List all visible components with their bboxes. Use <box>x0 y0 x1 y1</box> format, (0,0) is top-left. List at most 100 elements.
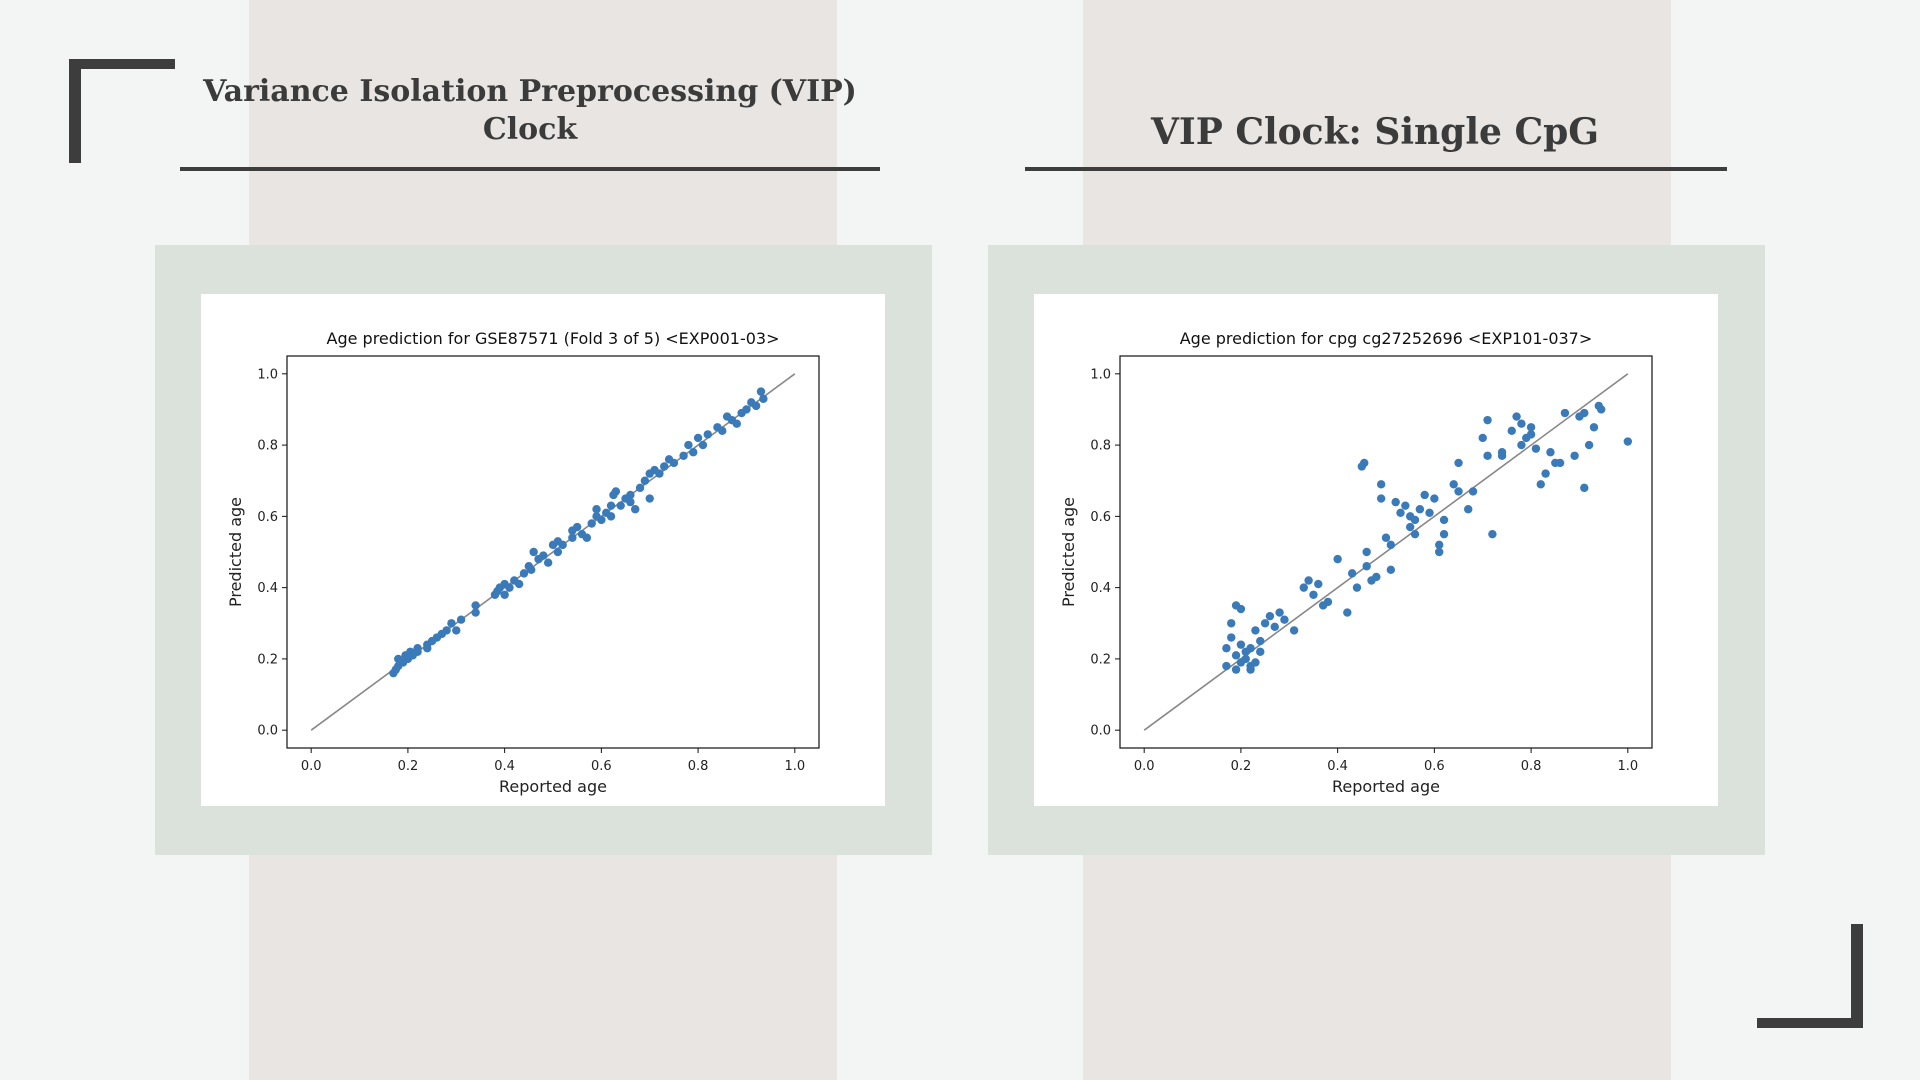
right-chart-card: Age prediction for cpg cg27252696 <EXP10… <box>1034 294 1718 806</box>
scatter-point <box>742 405 751 414</box>
scatter-point <box>1280 615 1289 624</box>
left-chart-frame: Age prediction for GSE87571 (Fold 3 of 5… <box>155 245 932 855</box>
scatter-point <box>1526 430 1536 439</box>
scatter-point <box>1454 458 1463 468</box>
scatter-point <box>640 476 650 485</box>
scatter-point <box>1376 480 1386 489</box>
scatter-point <box>1231 665 1241 674</box>
scatter-point <box>1488 529 1497 539</box>
y-tick-label: 0.2 <box>257 652 278 667</box>
y-tick-label: 0.0 <box>257 724 278 739</box>
x-tick-label: 1.0 <box>1617 759 1638 774</box>
scatter-point <box>1410 529 1420 539</box>
scatter-point <box>1343 608 1352 617</box>
scatter-point <box>413 647 422 656</box>
scatter-point <box>631 505 640 514</box>
x-tick-label: 0.4 <box>1327 759 1348 774</box>
scatter-point <box>669 458 679 468</box>
y-axis-label: Predicted age <box>226 497 245 607</box>
scatter-point <box>572 522 582 532</box>
scatter-point <box>751 401 761 411</box>
y-tick-label: 0.6 <box>1090 510 1111 525</box>
chart-title: Age prediction for cpg cg27252696 <EXP10… <box>1180 329 1593 348</box>
x-tick-label: 0.2 <box>398 759 419 774</box>
scatter-point <box>1304 576 1313 585</box>
scatter-point <box>1246 665 1255 674</box>
scatter-point <box>1580 483 1589 493</box>
scatter-point <box>519 569 529 578</box>
scatter-point <box>698 440 708 450</box>
scatter-point <box>616 501 625 510</box>
scatter-point <box>1251 658 1260 667</box>
left-chart-card: Age prediction for GSE87571 (Fold 3 of 5… <box>201 294 885 806</box>
scatter-point <box>597 515 606 525</box>
scatter-point <box>1589 423 1599 432</box>
x-tick-label: 0.4 <box>494 759 515 774</box>
scatter-point <box>471 608 480 617</box>
scatter-point <box>1396 508 1405 517</box>
left-heading-rule <box>180 167 880 171</box>
x-tick-label: 0.8 <box>1521 759 1542 774</box>
scatter-point <box>679 451 688 460</box>
scatter-point <box>1236 604 1246 614</box>
scatter-point <box>1483 415 1492 425</box>
scatter-point <box>1260 619 1270 628</box>
scatter-point <box>500 590 509 599</box>
scatter-point <box>1507 426 1516 436</box>
left-slide-heading: Variance Isolation Preprocessing (VIP) C… <box>203 74 857 147</box>
scatter-point <box>1454 487 1463 496</box>
scatter-point <box>606 501 616 510</box>
scatter-point <box>1435 547 1444 557</box>
scatter-point <box>626 497 635 507</box>
scatter-point <box>592 505 601 514</box>
scatter-point <box>1483 451 1492 460</box>
scatter-point <box>1275 608 1284 617</box>
y-tick-label: 0.0 <box>1090 724 1111 739</box>
scatter-point <box>756 387 766 396</box>
scatter-point <box>1251 626 1260 635</box>
scatter-point <box>456 615 466 624</box>
scatter-point <box>1430 494 1439 503</box>
scatter-point <box>1222 644 1231 653</box>
scatter-point <box>1347 569 1357 578</box>
x-tick-label: 0.6 <box>1424 759 1445 774</box>
scatter-point <box>447 619 456 628</box>
top-left-corner-bracket <box>69 59 175 163</box>
scatter-point <box>1517 419 1526 428</box>
scatter-point <box>1391 497 1400 507</box>
x-axis-label: Reported age <box>499 777 607 796</box>
y-tick-label: 0.8 <box>257 439 278 454</box>
scatter-point <box>1231 651 1241 660</box>
scatter-point <box>645 494 654 503</box>
scatter-point <box>442 626 451 635</box>
scatter-point <box>1497 448 1507 457</box>
scatter-point <box>1362 547 1371 557</box>
y-tick-label: 0.6 <box>257 510 278 525</box>
scatter-point <box>606 512 616 521</box>
scatter-point <box>660 462 669 471</box>
scatter-point <box>452 626 461 635</box>
x-tick-label: 1.0 <box>784 759 805 774</box>
scatter-point <box>1227 633 1236 642</box>
single-cpg-scatter-chart: Age prediction for cpg cg27252696 <EXP10… <box>1059 329 1653 796</box>
scatter-point <box>505 583 514 592</box>
scatter-point <box>558 540 567 550</box>
scatter-point <box>1517 440 1526 450</box>
scatter-point <box>1222 661 1231 671</box>
scatter-point <box>1256 636 1265 646</box>
scatter-point <box>1401 501 1410 510</box>
scatter-point <box>1386 565 1396 575</box>
scatter-point <box>1425 508 1434 517</box>
scatter-point <box>1439 515 1449 525</box>
scatter-point <box>1584 440 1594 450</box>
y-axis-label: Predicted age <box>1059 497 1078 607</box>
scatter-point <box>626 490 635 500</box>
identity-reference-line <box>1143 373 1629 731</box>
scatter-point <box>543 558 553 567</box>
bottom-right-corner-bracket <box>1757 924 1863 1028</box>
scatter-point <box>1580 408 1589 418</box>
axes-frame <box>286 355 820 749</box>
x-tick-label: 0.0 <box>301 759 322 774</box>
scatter-point <box>1623 437 1633 446</box>
